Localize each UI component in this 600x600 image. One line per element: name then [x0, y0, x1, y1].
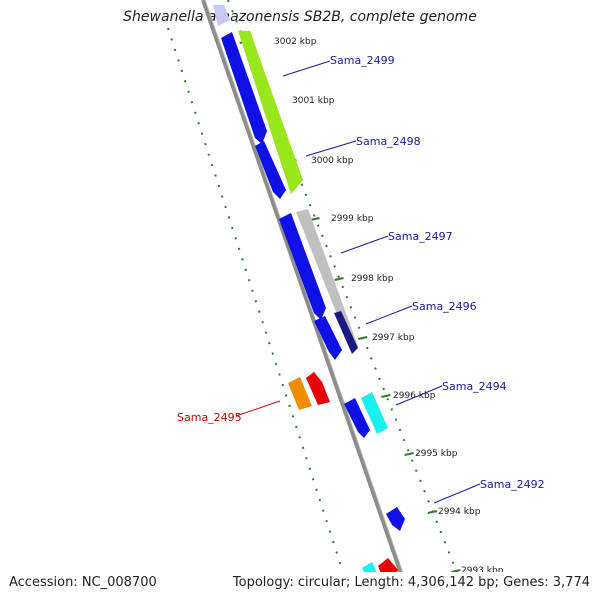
feature-bottom-cyan[interactable]	[362, 562, 378, 580]
tick-mark-4	[334, 277, 344, 281]
leader-sama-2499	[282, 60, 331, 77]
leader-sama-2497	[340, 235, 389, 254]
tick-label-2996: 2996 kbp	[393, 391, 436, 401]
gene-features	[213, 5, 405, 580]
feature-sama-2495-red[interactable]	[306, 372, 330, 405]
tick-mark-9	[451, 569, 461, 572]
tick-mark-3	[310, 217, 320, 221]
feature-sama-2496-cds[interactable]	[314, 316, 342, 360]
inner-guide-line	[167, 27, 345, 572]
feature-sama-2497-cds[interactable]	[279, 213, 326, 320]
feature-sama-2499-cds[interactable]	[221, 32, 267, 144]
leader-sama-2498	[305, 140, 357, 157]
leader-sama-2495	[235, 400, 281, 417]
tick-mark-7	[404, 452, 414, 456]
tick-label-2993: 2993 kbp	[461, 566, 504, 576]
tick-label-2998: 2998 kbp	[351, 274, 394, 284]
feature-sama-2494-cds[interactable]	[344, 398, 370, 438]
label-sama-2499[interactable]: Sama_2499	[330, 54, 395, 67]
gene-labels: Sama_2499 Sama_2498 Sama_2497 Sama_2496 …	[177, 54, 545, 491]
label-sama-2497[interactable]: Sama_2497	[388, 230, 453, 243]
genome-backbone-highlight	[204, 0, 404, 572]
genome-backbone	[201, 0, 403, 572]
feature-sama-2495-orange[interactable]	[288, 377, 312, 410]
tick-label-2995: 2995 kbp	[415, 449, 458, 459]
feature-sama-2499-gene[interactable]	[238, 31, 303, 194]
genome-summary-text: Topology: circular; Length: 4,306,142 bp…	[232, 575, 590, 590]
leader-sama-2494	[395, 385, 443, 406]
tick-label-2999: 2999 kbp	[331, 214, 374, 224]
leader-sama-2492	[433, 483, 481, 504]
tick-label-2994: 2994 kbp	[438, 507, 481, 517]
leader-sama-2496	[365, 305, 413, 325]
label-sama-2492[interactable]: Sama_2492	[480, 478, 545, 491]
feature-sama-2492-cds[interactable]	[386, 507, 405, 531]
feature-sama-2496-gene[interactable]	[334, 311, 358, 354]
label-sama-2498[interactable]: Sama_2498	[356, 135, 421, 148]
tick-labels: 3002 kbp 3001 kbp 3000 kbp 2999 kbp 2998…	[274, 37, 504, 576]
feature-sama-2498-cds[interactable]	[255, 141, 286, 199]
feature-sama-2494-cyan[interactable]	[361, 392, 388, 434]
feature-bottom-red[interactable]	[378, 558, 398, 580]
accession-text: Accession: NC_008700	[9, 575, 157, 590]
tick-label-2997: 2997 kbp	[372, 333, 415, 343]
tick-label-3000: 3000 kbp	[311, 156, 354, 166]
feature-lavender-top[interactable]	[213, 5, 230, 26]
tick-label-3002: 3002 kbp	[274, 37, 317, 47]
tick-mark-8	[427, 510, 438, 514]
tick-mark-6	[381, 394, 391, 398]
tick-mark-5	[357, 336, 368, 340]
label-leaders	[235, 60, 481, 504]
label-sama-2496[interactable]: Sama_2496	[412, 300, 477, 313]
tick-label-3001: 3001 kbp	[292, 96, 335, 106]
label-sama-2494[interactable]: Sama_2494	[442, 380, 507, 393]
label-sama-2495[interactable]: Sama_2495	[177, 411, 242, 424]
